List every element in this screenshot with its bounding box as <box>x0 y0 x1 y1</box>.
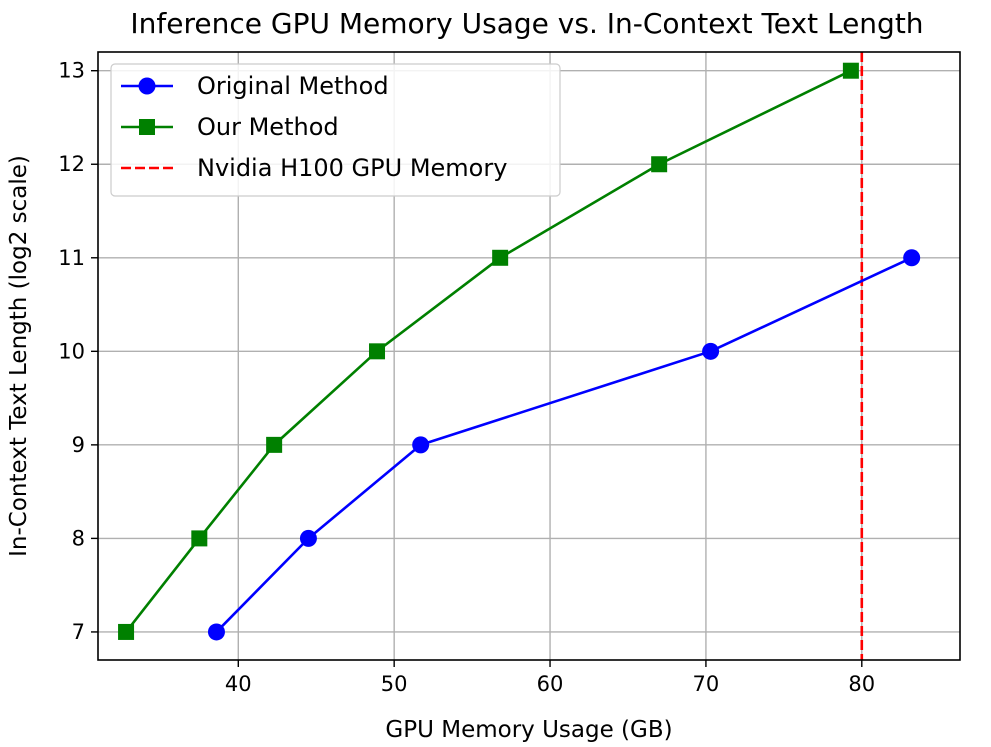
y-tick-label: 7 <box>72 620 85 644</box>
data-point <box>369 343 386 360</box>
legend-entry: Our Method <box>121 113 339 141</box>
data-point <box>266 436 283 453</box>
legend-box <box>110 63 561 197</box>
data-point <box>702 342 720 360</box>
x-axis-label: GPU Memory Usage (GB) <box>385 717 672 743</box>
legend-label: Original Method <box>197 72 389 100</box>
y-tick-label: 11 <box>58 246 85 270</box>
legend-items: Original Method Our Method Nvidia H100 GPU… <box>121 72 507 182</box>
data-point <box>299 529 317 547</box>
y-tick-label: 8 <box>72 526 85 550</box>
legend-label: Nvidia H100 GPU Memory <box>197 154 507 182</box>
x-tick-label: 60 <box>537 672 564 696</box>
legend-swatch-marker <box>138 77 156 95</box>
legend-swatch-marker <box>139 119 155 135</box>
data-point <box>842 62 859 79</box>
legend: Original Method Our Method Nvidia H100 GPU… <box>110 63 561 197</box>
data-point <box>191 530 208 547</box>
y-tick-label: 12 <box>58 152 85 176</box>
y-axis-label: In-Context Text Length (log2 scale) <box>6 155 32 557</box>
data-point <box>412 436 430 454</box>
plot-area-frame <box>97 51 961 661</box>
y-tick-label: 10 <box>58 339 85 363</box>
x-tick-label: 40 <box>225 672 252 696</box>
y-tick-label: 9 <box>72 433 85 457</box>
data-point <box>118 623 135 640</box>
series-original-method <box>207 249 921 641</box>
data-point <box>492 249 509 266</box>
legend-label: Our Method <box>197 113 339 141</box>
data-point <box>651 156 668 173</box>
legend-entry: Original Method <box>121 72 389 100</box>
series-layer <box>118 62 921 641</box>
y-tick-label: 13 <box>58 59 85 83</box>
legend-entry: Nvidia H100 GPU Memory <box>121 154 507 182</box>
chart-title: Inference GPU Memory Usage vs. In-Contex… <box>130 7 923 40</box>
x-axis-ticks: 40 50 60 70 80 <box>225 660 875 696</box>
x-tick-label: 50 <box>381 672 408 696</box>
y-axis-ticks: 7 8 9 10 11 12 13 <box>58 59 98 644</box>
series-our-method <box>118 62 859 640</box>
x-tick-label: 70 <box>693 672 720 696</box>
x-tick-label: 80 <box>848 672 875 696</box>
data-point <box>207 623 225 641</box>
data-point <box>903 249 921 267</box>
